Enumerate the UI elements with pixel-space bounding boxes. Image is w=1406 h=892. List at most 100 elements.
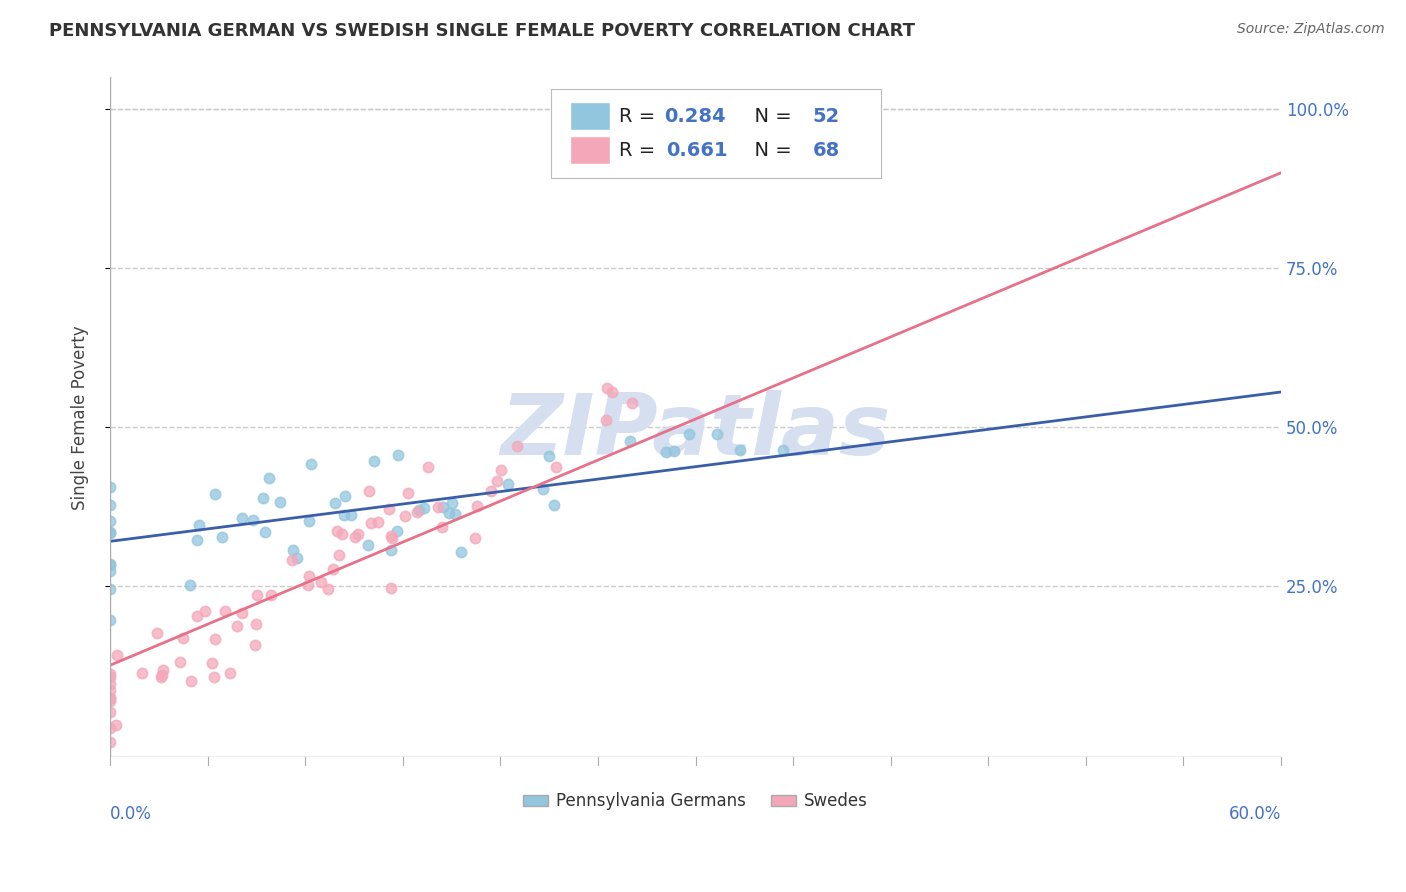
Point	[406, 505, 429, 519]
Point	[98, 525, 121, 540]
Point	[145, 626, 167, 640]
Point	[412, 501, 434, 516]
Point	[543, 498, 565, 512]
Point	[416, 459, 439, 474]
Text: ZIPatlas: ZIPatlas	[501, 390, 890, 473]
Point	[98, 498, 121, 512]
Point	[98, 557, 121, 571]
Point	[489, 463, 512, 477]
Point	[363, 454, 385, 468]
Point	[179, 578, 201, 592]
Point	[380, 582, 402, 596]
Point	[464, 532, 486, 546]
Point	[444, 507, 467, 521]
Point	[772, 443, 794, 458]
Point	[98, 706, 121, 720]
Point	[98, 735, 121, 749]
Text: 0.284: 0.284	[664, 107, 725, 126]
Text: PENNSYLVANIA GERMAN VS SWEDISH SINGLE FEMALE POVERTY CORRELATION CHART: PENNSYLVANIA GERMAN VS SWEDISH SINGLE FE…	[49, 22, 915, 40]
Point	[252, 491, 274, 506]
Point	[662, 444, 685, 458]
Point	[152, 663, 174, 677]
Point	[186, 533, 208, 547]
Point	[169, 656, 191, 670]
Point	[211, 530, 233, 544]
Point	[201, 657, 224, 671]
Text: 60.0%: 60.0%	[1229, 805, 1281, 823]
Point	[544, 460, 567, 475]
Point	[506, 438, 529, 452]
Point	[655, 445, 678, 459]
Text: 52: 52	[813, 107, 839, 126]
FancyBboxPatch shape	[571, 136, 610, 164]
Point	[285, 551, 308, 566]
Point	[380, 543, 402, 558]
Point	[204, 632, 226, 647]
Point	[98, 721, 121, 735]
Point	[537, 449, 560, 463]
Point	[188, 517, 211, 532]
Text: 68: 68	[813, 141, 839, 160]
Point	[218, 665, 240, 680]
Text: R =: R =	[620, 141, 668, 160]
Point	[149, 670, 172, 684]
Point	[260, 588, 283, 602]
FancyBboxPatch shape	[551, 89, 880, 178]
Legend: Pennsylvania Germans, Swedes: Pennsylvania Germans, Swedes	[516, 786, 875, 817]
Point	[186, 609, 208, 624]
Point	[231, 606, 253, 620]
Point	[298, 514, 321, 528]
Point	[242, 513, 264, 527]
Point	[600, 384, 623, 399]
Point	[316, 582, 339, 596]
Point	[297, 578, 319, 592]
Point	[131, 666, 153, 681]
Point	[381, 531, 404, 545]
Point	[357, 539, 380, 553]
Point	[298, 569, 321, 583]
Point	[427, 500, 450, 514]
Point	[98, 677, 121, 691]
Point	[245, 617, 267, 632]
Point	[347, 527, 370, 541]
Text: N =: N =	[742, 107, 799, 126]
Point	[98, 691, 121, 706]
Point	[596, 381, 619, 395]
Y-axis label: Single Female Poverty: Single Female Poverty	[72, 325, 89, 509]
Point	[479, 484, 502, 499]
Point	[309, 575, 332, 590]
Point	[98, 480, 121, 494]
Point	[204, 487, 226, 501]
Point	[194, 604, 217, 618]
Point	[98, 682, 121, 697]
Point	[214, 604, 236, 618]
Point	[380, 529, 402, 543]
Point	[98, 558, 121, 573]
Point	[432, 519, 454, 533]
Point	[150, 668, 173, 682]
Point	[432, 500, 454, 515]
Point	[437, 506, 460, 520]
Point	[450, 545, 472, 559]
Point	[728, 442, 751, 457]
Point	[322, 562, 344, 576]
Point	[98, 670, 121, 684]
Point	[257, 471, 280, 485]
Point	[283, 542, 305, 557]
Point	[98, 666, 121, 681]
Point	[387, 449, 409, 463]
Point	[531, 482, 554, 496]
Point	[498, 477, 520, 491]
Point	[105, 648, 128, 662]
Point	[385, 524, 408, 538]
Point	[246, 588, 269, 602]
Point	[339, 508, 361, 523]
Point	[394, 508, 416, 523]
Point	[357, 483, 380, 498]
Point	[225, 619, 247, 633]
Point	[104, 717, 127, 731]
Point	[330, 526, 353, 541]
Point	[281, 552, 304, 566]
Text: Source: ZipAtlas.com: Source: ZipAtlas.com	[1237, 22, 1385, 37]
Point	[467, 499, 489, 513]
